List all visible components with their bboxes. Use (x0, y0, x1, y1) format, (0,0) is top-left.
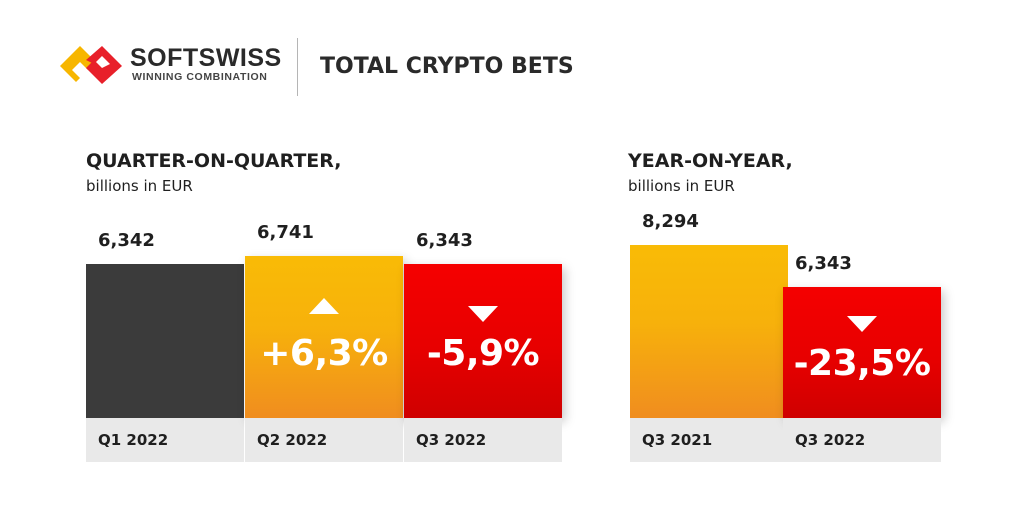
yoy-xtick-label: Q3 2022 (795, 431, 866, 449)
yoy-xlabel-cell: Q3 2022 (783, 418, 941, 462)
qoq-xlabel-cell: Q1 2022 (86, 418, 244, 462)
up-arrow-icon (309, 298, 339, 314)
qoq-xlabel-cell: Q2 2022 (245, 418, 403, 462)
qoq-value-label: 6,343 (416, 230, 473, 251)
qoq-bar-q1-2022 (86, 264, 244, 418)
yoy-bar-column-q3-2021: 8,294 Q3 2021 (630, 200, 788, 462)
yoy-bar-column-q3-2022: 6,343 -23,5% Q3 2022 (783, 200, 941, 462)
qoq-value-label: 6,741 (257, 222, 314, 243)
yoy-xlabel-cell: Q3 2021 (630, 418, 788, 462)
yoy-bar-q3-2022 (783, 287, 941, 418)
qoq-chart-subtitle: billions in EUR (86, 177, 193, 195)
yoy-chart-title: YEAR-ON-YEAR, (628, 150, 793, 172)
yoy-value-label: 8,294 (642, 211, 699, 232)
softswiss-logo-icon (60, 46, 122, 84)
header: SOFTSWISS WINNING COMBINATION TOTAL CRYP… (58, 38, 658, 96)
yoy-bar-q3-2021 (630, 245, 788, 418)
qoq-change-label: -5,9% (426, 333, 540, 374)
yoy-value-label: 6,343 (795, 253, 852, 274)
brand-name: SOFTSWISS (130, 44, 282, 72)
qoq-change-label: +6,3% (260, 333, 388, 374)
qoq-xtick-label: Q3 2022 (416, 431, 487, 449)
down-arrow-icon (468, 306, 498, 322)
report-title: TOTAL CRYPTO BETS (320, 54, 574, 79)
qoq-xtick-label: Q1 2022 (98, 431, 169, 449)
qoq-value-label: 6,342 (98, 230, 155, 251)
yoy-change-label: -23,5% (793, 343, 931, 384)
qoq-chart-title: QUARTER-ON-QUARTER, (86, 150, 342, 172)
yoy-xtick-label: Q3 2021 (642, 431, 713, 449)
down-arrow-icon (847, 316, 877, 332)
qoq-bar-q2-2022 (245, 256, 403, 418)
yoy-chart-subtitle: billions in EUR (628, 177, 735, 195)
qoq-xlabel-cell: Q3 2022 (404, 418, 562, 462)
brand-tagline: WINNING COMBINATION (132, 71, 268, 83)
qoq-bar-q3-2022 (404, 264, 562, 418)
header-divider (297, 38, 298, 96)
qoq-bar-column-q3-2022: 6,343 -5,9% Q3 2022 (404, 200, 562, 462)
qoq-xtick-label: Q2 2022 (257, 431, 328, 449)
qoq-bar-column-q2-2022: 6,741 +6,3% Q2 2022 (245, 200, 403, 462)
qoq-bar-column-q1-2022: 6,342 Q1 2022 (86, 200, 244, 462)
